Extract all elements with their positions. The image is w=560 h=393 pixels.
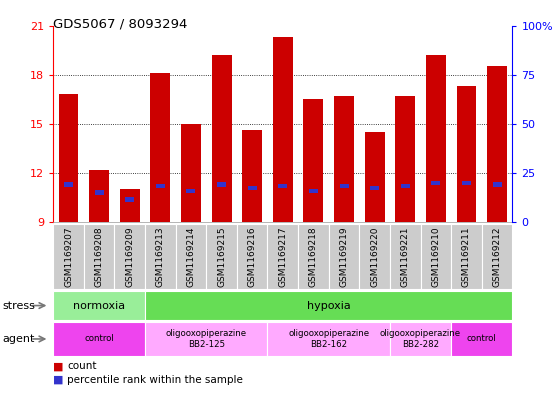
Bar <box>426 55 446 222</box>
Bar <box>53 224 84 289</box>
Text: oligooxopiperazine
BB2-282: oligooxopiperazine BB2-282 <box>380 329 461 349</box>
Bar <box>329 224 360 289</box>
Bar <box>339 184 348 189</box>
Text: GSM1169209: GSM1169209 <box>125 227 134 287</box>
Text: GSM1169215: GSM1169215 <box>217 227 226 287</box>
Bar <box>278 184 287 189</box>
Text: oligooxopiperazine
BB2-125: oligooxopiperazine BB2-125 <box>166 329 247 349</box>
Bar <box>493 182 502 187</box>
Bar <box>451 322 512 356</box>
Bar <box>114 224 145 289</box>
Bar <box>268 322 390 356</box>
Text: GSM1169221: GSM1169221 <box>401 227 410 287</box>
Text: GDS5067 / 8093294: GDS5067 / 8093294 <box>53 18 188 31</box>
Bar <box>273 37 293 222</box>
Bar <box>268 224 298 289</box>
Bar <box>401 184 410 189</box>
Bar <box>125 197 134 202</box>
Text: oligooxopiperazine
BB2-162: oligooxopiperazine BB2-162 <box>288 329 369 349</box>
Text: control: control <box>84 334 114 343</box>
Text: control: control <box>467 334 497 343</box>
Bar <box>482 224 512 289</box>
Bar <box>151 73 170 222</box>
Text: stress: stress <box>3 301 36 310</box>
Text: agent: agent <box>3 334 35 344</box>
Bar <box>334 96 354 222</box>
Bar <box>176 224 206 289</box>
Bar <box>95 191 104 195</box>
Bar <box>89 170 109 222</box>
Bar <box>120 189 139 222</box>
Bar <box>242 130 262 222</box>
Bar <box>370 185 379 190</box>
Text: normoxia: normoxia <box>73 301 125 310</box>
Text: GSM1169210: GSM1169210 <box>431 227 440 287</box>
Bar <box>181 124 201 222</box>
Text: GSM1169207: GSM1169207 <box>64 227 73 287</box>
Text: GSM1169213: GSM1169213 <box>156 227 165 287</box>
Bar <box>248 185 256 190</box>
Bar <box>206 224 237 289</box>
Bar <box>156 184 165 189</box>
Text: ■: ■ <box>53 375 64 385</box>
Text: GSM1169208: GSM1169208 <box>95 227 104 287</box>
Bar <box>237 224 268 289</box>
Text: count: count <box>67 362 97 371</box>
Text: hypoxia: hypoxia <box>307 301 351 310</box>
Text: GSM1169214: GSM1169214 <box>186 227 195 287</box>
Bar <box>395 96 415 222</box>
Bar <box>421 224 451 289</box>
Text: percentile rank within the sample: percentile rank within the sample <box>67 375 243 385</box>
Bar <box>84 224 114 289</box>
Text: GSM1169216: GSM1169216 <box>248 227 256 287</box>
Bar <box>390 322 451 356</box>
Bar <box>487 66 507 222</box>
Bar <box>217 182 226 187</box>
Bar <box>186 189 195 193</box>
Bar <box>365 132 385 222</box>
Bar <box>145 291 512 320</box>
Bar <box>53 291 145 320</box>
Bar <box>451 224 482 289</box>
Bar <box>431 181 440 185</box>
Bar <box>59 94 78 222</box>
Bar <box>145 322 268 356</box>
Bar <box>304 99 323 222</box>
Text: ■: ■ <box>53 362 64 371</box>
Bar <box>360 224 390 289</box>
Text: GSM1169217: GSM1169217 <box>278 227 287 287</box>
Text: GSM1169218: GSM1169218 <box>309 227 318 287</box>
Bar <box>298 224 329 289</box>
Bar <box>456 86 477 222</box>
Text: GSM1169212: GSM1169212 <box>493 227 502 287</box>
Text: GSM1169220: GSM1169220 <box>370 227 379 287</box>
Text: GSM1169219: GSM1169219 <box>339 227 348 287</box>
Bar <box>309 189 318 193</box>
Bar <box>212 55 231 222</box>
Bar <box>462 181 471 185</box>
Text: GSM1169211: GSM1169211 <box>462 227 471 287</box>
Bar <box>390 224 421 289</box>
Bar <box>53 322 145 356</box>
Bar <box>145 224 176 289</box>
Bar <box>64 182 73 187</box>
